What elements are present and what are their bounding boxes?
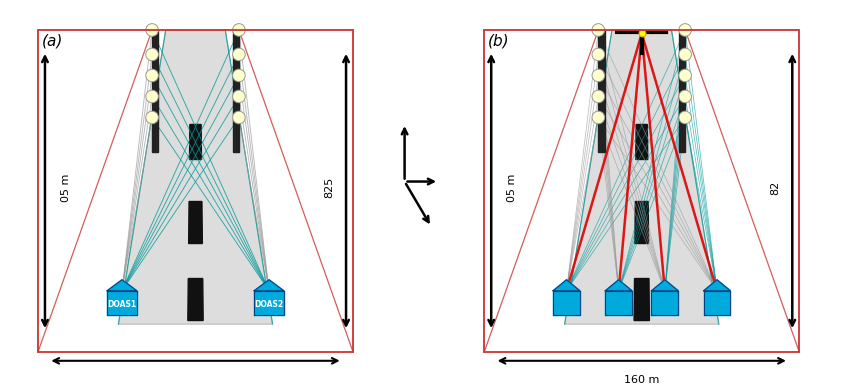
Polygon shape [189, 202, 202, 244]
Circle shape [679, 24, 691, 36]
Text: (a): (a) [42, 33, 63, 49]
Polygon shape [553, 291, 580, 315]
Circle shape [233, 69, 245, 82]
Circle shape [146, 69, 158, 82]
Polygon shape [152, 30, 158, 152]
Circle shape [146, 111, 158, 124]
Text: DOAS1: DOAS1 [107, 300, 137, 309]
Polygon shape [118, 30, 273, 324]
Polygon shape [651, 280, 678, 291]
Circle shape [146, 48, 158, 61]
Circle shape [146, 24, 158, 36]
Text: 160 m: 160 m [624, 375, 660, 385]
Text: 82: 82 [770, 180, 780, 194]
Polygon shape [254, 291, 284, 315]
Circle shape [679, 69, 691, 82]
Polygon shape [704, 291, 730, 315]
Polygon shape [651, 291, 678, 315]
Polygon shape [107, 280, 137, 291]
Circle shape [233, 111, 245, 124]
Polygon shape [190, 124, 201, 159]
Polygon shape [636, 124, 648, 159]
Text: 05 m: 05 m [507, 173, 517, 202]
Polygon shape [564, 30, 719, 324]
Circle shape [592, 90, 604, 103]
Circle shape [679, 48, 691, 61]
Polygon shape [107, 291, 137, 315]
Polygon shape [553, 280, 580, 291]
Polygon shape [188, 279, 203, 321]
Circle shape [679, 90, 691, 103]
Polygon shape [635, 202, 649, 244]
Polygon shape [679, 30, 685, 152]
Polygon shape [233, 30, 239, 152]
Bar [484, 30, 799, 352]
Polygon shape [598, 30, 604, 152]
Circle shape [679, 111, 691, 124]
Circle shape [233, 90, 245, 103]
Circle shape [592, 48, 604, 61]
Polygon shape [605, 291, 632, 315]
Text: DOAS2: DOAS2 [254, 300, 284, 309]
Polygon shape [634, 279, 649, 321]
Circle shape [233, 24, 245, 36]
Text: 05 m: 05 m [60, 173, 71, 202]
Text: (b): (b) [488, 33, 509, 49]
Circle shape [146, 90, 158, 103]
Polygon shape [605, 280, 632, 291]
Circle shape [592, 111, 604, 124]
Text: 825: 825 [324, 177, 334, 198]
Circle shape [592, 69, 604, 82]
Circle shape [233, 48, 245, 61]
Polygon shape [704, 280, 730, 291]
Circle shape [592, 24, 604, 36]
Polygon shape [254, 280, 284, 291]
Bar [38, 30, 353, 352]
